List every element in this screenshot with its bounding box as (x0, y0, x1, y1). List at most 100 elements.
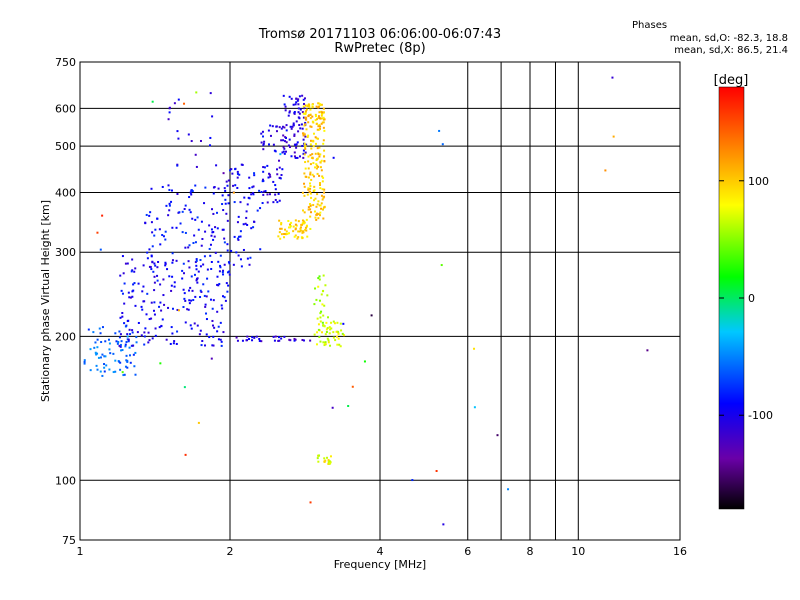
data-point (234, 168, 237, 171)
data-point (332, 156, 335, 159)
data-point (262, 166, 265, 169)
data-point (241, 163, 244, 166)
data-point (274, 335, 277, 338)
data-point (271, 125, 274, 128)
data-point (305, 143, 308, 146)
data-point (171, 259, 174, 262)
data-point (153, 301, 156, 304)
data-point (280, 139, 283, 142)
data-point (239, 201, 242, 204)
data-point (315, 122, 318, 125)
data-point (123, 302, 126, 305)
data-point (156, 266, 159, 269)
data-point (293, 155, 296, 158)
data-point (297, 116, 300, 119)
data-point (186, 308, 189, 311)
data-point (323, 325, 326, 328)
data-point (211, 231, 214, 234)
data-point (247, 196, 250, 199)
data-point (259, 248, 262, 251)
data-point (181, 277, 184, 280)
data-point (248, 176, 251, 179)
data-point (214, 251, 217, 254)
data-point (311, 153, 314, 156)
data-point (274, 193, 277, 196)
data-point (303, 153, 306, 156)
data-point (219, 266, 222, 269)
data-point (206, 268, 209, 271)
data-point (322, 142, 325, 145)
data-point (181, 210, 184, 213)
data-point (278, 126, 281, 129)
data-point (194, 261, 197, 264)
data-point (196, 324, 199, 327)
tick-labels: 1 2 4 6 8 10 16 75 100 200 300 400 500 600 750 (55, 56, 687, 558)
data-point (232, 263, 235, 266)
data-point (287, 226, 290, 229)
data-point (227, 261, 230, 264)
data-point (158, 228, 161, 231)
data-point (146, 292, 149, 295)
data-point (304, 110, 307, 113)
data-point (320, 159, 323, 162)
data-point (196, 277, 199, 280)
data-point (274, 198, 277, 201)
data-point (246, 223, 249, 226)
data-point (199, 296, 202, 299)
data-point (337, 332, 340, 335)
data-point (237, 238, 240, 241)
data-point (143, 343, 146, 346)
data-point (124, 262, 127, 265)
data-point (323, 344, 326, 347)
data-point (156, 217, 159, 220)
data-point (301, 144, 304, 147)
data-point (315, 167, 318, 170)
data-point (321, 208, 324, 211)
data-point (135, 336, 138, 339)
data-point (323, 149, 326, 152)
data-point (303, 102, 306, 105)
data-point (173, 285, 176, 288)
data-point (268, 193, 271, 196)
data-point (253, 174, 256, 177)
data-point (302, 156, 305, 159)
data-point (130, 270, 133, 273)
data-point (194, 184, 197, 187)
data-point (297, 220, 300, 223)
data-point (118, 336, 121, 339)
data-point (235, 336, 238, 339)
data-point (208, 247, 211, 250)
data-point (277, 192, 280, 195)
data-point (315, 115, 318, 118)
data-point (159, 301, 162, 304)
data-point (169, 342, 172, 345)
data-point (224, 202, 227, 205)
data-point (215, 211, 218, 214)
data-point (351, 385, 354, 388)
data-point (281, 125, 284, 128)
data-point (178, 211, 181, 214)
data-point (283, 147, 286, 150)
data-point (272, 335, 275, 338)
data-point (290, 127, 293, 130)
data-point (171, 332, 174, 335)
data-point (199, 265, 202, 268)
data-point (341, 332, 344, 335)
data-point (150, 221, 153, 224)
data-point (131, 329, 134, 332)
data-point (228, 273, 231, 276)
data-point (176, 130, 179, 133)
data-point (304, 161, 307, 164)
data-point (258, 339, 261, 342)
data-point (316, 137, 319, 140)
data-point (164, 230, 167, 233)
data-point (314, 113, 317, 116)
data-point (236, 186, 239, 189)
data-point (337, 337, 340, 340)
data-point (117, 340, 120, 343)
data-point (196, 216, 199, 219)
data-point (256, 209, 259, 212)
colorbar-tick-label: 100 (748, 175, 769, 188)
data-point (132, 283, 135, 286)
data-point (294, 144, 297, 147)
